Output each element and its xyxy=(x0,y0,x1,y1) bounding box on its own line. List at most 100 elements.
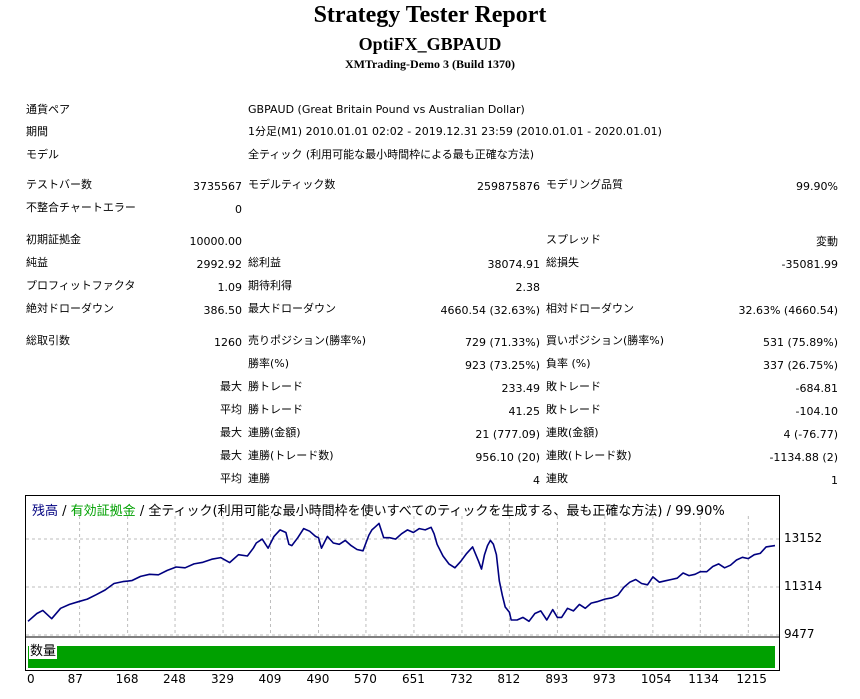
x-tick-label: 409 xyxy=(258,672,282,686)
rel-dd-value: 32.63% (4660.54) xyxy=(738,304,838,317)
balance-series-line xyxy=(27,522,776,623)
loss-rate-value: 337 (26.75%) xyxy=(762,359,838,372)
max-label-2: 最大 xyxy=(220,426,242,439)
max-dd-value: 4660.54 (32.63%) xyxy=(440,304,540,317)
x-tick-label: 248 xyxy=(163,672,186,686)
short-value: 729 (71.33%) xyxy=(464,336,540,349)
chart-canvas xyxy=(26,516,779,668)
model-quality-value: 99.90% xyxy=(796,180,838,193)
mismatch-value: 0 xyxy=(235,203,242,216)
y-tick-label: 9477 xyxy=(784,627,815,641)
model-ticks-value: 259875876 xyxy=(477,180,540,193)
x-tick-label: 973 xyxy=(592,672,616,686)
gross-profit-value: 38074.91 xyxy=(487,258,541,271)
max-consec-wins-money-label: 連勝(金額) xyxy=(248,426,301,439)
largest-loss-value: -684.81 xyxy=(795,382,838,395)
long-label: 買いポジション(勝率%) xyxy=(546,334,665,347)
x-tick-label: 651 xyxy=(401,672,425,686)
initial-deposit-value: 10000.00 xyxy=(189,235,243,248)
gross-loss-label: 総損失 xyxy=(546,256,579,269)
legend-equity: 有効証拠金 xyxy=(70,504,136,519)
x-tick-label: 570 xyxy=(353,672,377,686)
gross-profit-label: 総利益 xyxy=(248,256,281,269)
legend-balance: 残高 xyxy=(32,504,59,519)
loss-rate-label: 負率 (%) xyxy=(546,357,591,370)
rel-dd-label: 相対ドローダウン xyxy=(546,302,634,315)
x-tick-label: 1134 xyxy=(688,672,719,686)
largest-win-label: 勝トレード xyxy=(248,380,303,393)
avg-loss-value: -104.10 xyxy=(795,405,838,418)
max-consec-loss-value: -1134.88 (2) xyxy=(769,451,838,464)
avg-win-label: 勝トレード xyxy=(248,403,303,416)
report-subtitle: OptiFX_GBPAUD xyxy=(358,34,502,54)
profit-factor-value: 1.09 xyxy=(217,281,243,294)
pair-label: 通貨ペア xyxy=(26,103,70,116)
avg-label-1: 平均 xyxy=(220,403,242,416)
expected-payoff-value: 2.38 xyxy=(515,281,541,294)
volume-label: 数量 xyxy=(29,640,58,659)
x-tick-label: 490 xyxy=(306,672,330,686)
total-trades-label: 総取引数 xyxy=(26,334,70,347)
y-tick-label: 13152 xyxy=(784,531,823,545)
test-bars-value: 3735567 xyxy=(193,180,242,193)
volume-area xyxy=(28,646,775,668)
abs-dd-label: 絶対ドローダウン xyxy=(26,302,114,315)
x-tick-label: 812 xyxy=(497,672,521,686)
spread-value: 変動 xyxy=(816,235,838,248)
max-consec-wins-money-value: 21 (777.09) xyxy=(475,428,540,441)
initial-deposit-label: 初期証拠金 xyxy=(26,233,81,246)
abs-dd-value: 386.50 xyxy=(203,304,243,317)
test-bars-label: テストバー数 xyxy=(26,178,92,191)
report-title: Strategy Tester Report xyxy=(313,2,547,28)
avg-consec-losses-value: 1 xyxy=(831,474,838,487)
x-tick-label: 1215 xyxy=(736,672,767,686)
x-tick-label: 0 xyxy=(27,672,35,686)
long-value: 531 (75.89%) xyxy=(762,336,838,349)
total-trades-value: 1260 xyxy=(214,336,242,349)
max-consec-profit-label: 連勝(トレード数) xyxy=(248,449,334,462)
net-profit-label: 純益 xyxy=(26,256,48,269)
max-dd-label: 最大ドローダウン xyxy=(248,302,336,315)
avg-win-value: 41.25 xyxy=(508,405,541,418)
avg-consec-wins-label: 連勝 xyxy=(248,472,270,485)
largest-win-value: 233.49 xyxy=(501,382,541,395)
max-consec-losses-money-label: 連敗(金額) xyxy=(546,426,599,439)
x-tick-label: 329 xyxy=(211,672,234,686)
model-quality-label: モデリング品質 xyxy=(546,178,623,191)
spread-label: スプレッド xyxy=(546,233,601,246)
short-label: 売りポジション(勝率%) xyxy=(248,334,367,347)
x-tick-label: 87 xyxy=(67,672,83,686)
avg-label-2: 平均 xyxy=(220,472,242,485)
avg-consec-wins-value: 4 xyxy=(533,474,540,487)
largest-loss-label: 敗トレード xyxy=(546,380,601,393)
model-value: 全ティック (利用可能な最小時間枠による最も正確な方法) xyxy=(248,148,535,161)
x-tick-label: 732 xyxy=(449,672,473,686)
balance-chart: 残高 / 有効証拠金 / 全ティック(利用可能な最小時間枠を使いすべてのティック… xyxy=(25,495,780,671)
max-label-1: 最大 xyxy=(220,380,242,393)
net-profit-value: 2992.92 xyxy=(196,258,243,271)
profit-factor-label: プロフィットファクタ xyxy=(26,279,136,292)
x-tick-label: 168 xyxy=(115,672,139,686)
expected-payoff-label: 期待利得 xyxy=(248,279,292,292)
period-value: 1分足(M1) 2010.01.01 02:02 - 2019.12.31 23… xyxy=(248,125,662,138)
mismatch-label: 不整合チャートエラー xyxy=(26,201,136,214)
model-label: モデル xyxy=(26,148,59,161)
chart-legend: 残高 / 有効証拠金 / 全ティック(利用可能な最小時間枠を使いすべてのティック… xyxy=(32,500,725,519)
win-rate-value: 923 (73.25%) xyxy=(464,359,540,372)
avg-consec-losses-label: 連敗 xyxy=(546,472,568,485)
x-tick-label: 1054 xyxy=(640,672,672,686)
avg-loss-label: 敗トレード xyxy=(546,403,601,416)
model-ticks-label: モデルティック数 xyxy=(248,178,336,191)
legend-rest: / 全ティック(利用可能な最小時間枠を使いすべてのティックを生成する、最も正確な… xyxy=(135,504,725,519)
max-consec-loss-label: 連敗(トレード数) xyxy=(546,449,632,462)
win-rate-label: 勝率(%) xyxy=(248,357,290,370)
period-label: 期間 xyxy=(26,125,48,138)
x-tick-label: 893 xyxy=(545,672,569,686)
report-build: XMTrading-Demo 3 (Build 1370) xyxy=(344,57,516,71)
y-tick-label: 11314 xyxy=(784,579,823,593)
max-consec-profit-value: 956.10 (20) xyxy=(475,451,540,464)
pair-value: GBPAUD (Great Britain Pound vs Australia… xyxy=(248,103,525,116)
max-consec-losses-money-value: 4 (-76.77) xyxy=(783,428,838,441)
legend-sep: / xyxy=(58,504,71,519)
max-label-3: 最大 xyxy=(220,449,242,462)
